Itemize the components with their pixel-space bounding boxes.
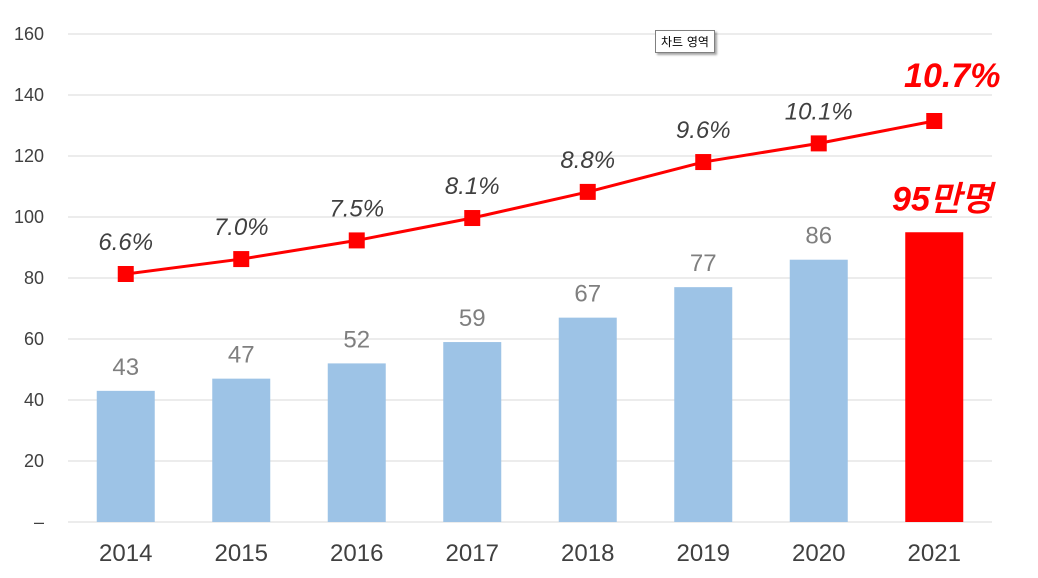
y-tick-label: 20 — [24, 451, 44, 471]
line-value-label: 6.6% — [98, 229, 153, 256]
line-marker-2021 — [926, 113, 943, 129]
y-tick-label: 60 — [24, 329, 44, 349]
x-tick-label: 2019 — [677, 540, 730, 567]
line-marker-2017 — [464, 210, 481, 227]
bar-2018 — [558, 317, 617, 522]
bar-value-label: 67 — [574, 281, 601, 308]
y-tick-label: 120 — [14, 146, 44, 166]
bar-value-label: 59 — [459, 305, 486, 332]
line-marker-2019 — [695, 154, 712, 171]
line-value-label: 7.5% — [329, 195, 384, 222]
x-tick-label: 2021 — [908, 540, 961, 567]
line-path — [125, 119, 935, 276]
bar-2014 — [96, 390, 155, 522]
y-tick-label: 40 — [24, 390, 44, 410]
bar-value-label: 47 — [228, 342, 255, 369]
bar-2017 — [443, 342, 502, 522]
y-tick-label: 140 — [14, 85, 44, 105]
line-value-label: 8.1% — [445, 173, 500, 200]
bar-value-label: 95만명 — [892, 180, 996, 218]
bar-2016 — [327, 363, 386, 522]
gridlines — [68, 33, 992, 523]
bar-2019 — [674, 287, 733, 522]
line-marker-2014 — [117, 266, 134, 282]
x-tick-label: 2015 — [215, 540, 268, 567]
x-tick-label: 2014 — [99, 540, 152, 567]
x-axis: 2014 2015 2016 2017 2018 2019 2020 2021 — [99, 540, 961, 567]
x-tick-label: 2017 — [446, 540, 499, 567]
line-marker-2018 — [579, 183, 596, 200]
line-value-label: 9.6% — [676, 117, 731, 144]
line-marker-2015 — [233, 251, 250, 268]
x-tick-label: 2016 — [330, 540, 383, 567]
y-tick-label: 100 — [14, 207, 44, 227]
bar-value-label: 77 — [690, 250, 717, 277]
line-value-label: 10.7% — [904, 57, 1000, 95]
line-value-label: 8.8% — [560, 147, 615, 174]
x-tick-label: 2020 — [792, 540, 845, 567]
bar-2020 — [789, 259, 848, 522]
bar-value-label: 86 — [805, 223, 832, 250]
line-series: 6.6% 7.0% 7.5% 8.1% 8.8% 9.6% 10.1% 10.7% — [98, 57, 1000, 282]
bar-series: 43 47 52 59 67 77 86 95만명 — [96, 180, 996, 522]
line-marker-2020 — [810, 135, 827, 152]
bar-2021 — [905, 232, 964, 522]
y-tick-label: 160 — [14, 24, 44, 44]
chart-area-tooltip: 차트 영역 — [655, 30, 715, 53]
line-value-label: 10.1% — [785, 98, 853, 125]
line-value-label: 7.0% — [214, 214, 269, 241]
line-marker-2016 — [348, 232, 365, 249]
y-axis: – 20 40 60 80 100 120 140 160 — [14, 24, 44, 532]
y-tick-label: – — [34, 512, 44, 532]
bar-2015 — [212, 378, 271, 522]
bar-value-label: 52 — [343, 326, 370, 353]
bar-value-label: 43 — [112, 354, 139, 381]
y-tick-label: 80 — [24, 268, 44, 288]
x-tick-label: 2018 — [561, 540, 614, 567]
